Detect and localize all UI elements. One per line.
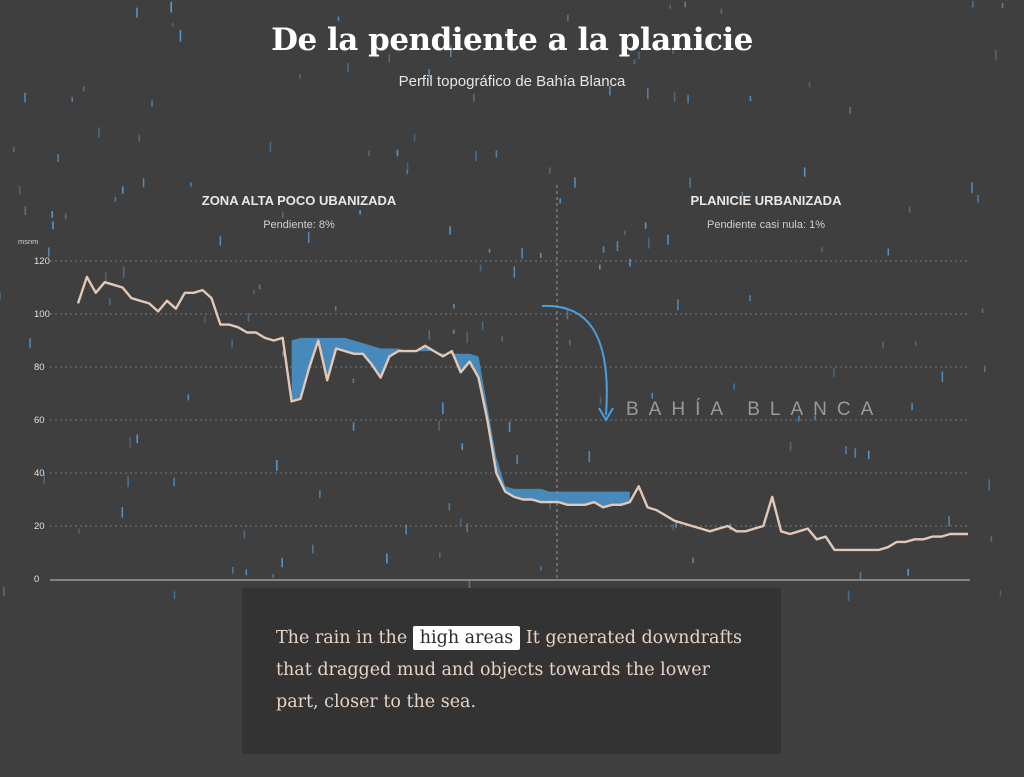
y-ticks: 0 20 40 60 80 100 120 [34, 256, 50, 585]
water-fill [291, 337, 630, 508]
zone-right-slope: Pendiente casi nula: 1% [707, 219, 825, 231]
y-tick-label: 0 [34, 574, 39, 585]
caption-text-start: The rain in the [276, 628, 408, 648]
y-tick-label: 40 [34, 468, 45, 479]
caption-box: The rain in the high areas It generated … [242, 588, 781, 754]
y-axis-unit: msnm [18, 237, 38, 246]
y-tick-label: 100 [34, 309, 50, 320]
city-label: BAHÍA BLANCA [626, 399, 883, 420]
y-tick-label: 80 [34, 362, 45, 373]
caption-text-end: It generated downdrafts that dragged mud… [276, 628, 742, 712]
water-area [291, 337, 630, 508]
terrain-path [76, 275, 968, 552]
zone-right-title: PLANICIE URBANIZADA [691, 193, 843, 208]
y-tick-label: 60 [34, 415, 45, 426]
flow-arrowhead [598, 407, 614, 422]
zone-left-title: ZONA ALTA POCO UBANIZADA [202, 193, 397, 208]
flow-arrow [541, 304, 608, 416]
zone-left-slope: Pendiente: 8% [263, 219, 335, 231]
grid-lines [50, 260, 970, 581]
y-tick-label: 120 [34, 256, 50, 267]
page-subtitle: Perfil topográfico de Bahía Blanca [398, 73, 626, 90]
page-title: De la pendiente a la planicie [271, 22, 753, 58]
terrain-line [76, 275, 968, 552]
y-tick-label: 20 [34, 521, 45, 532]
caption-highlight: high areas [412, 626, 521, 650]
